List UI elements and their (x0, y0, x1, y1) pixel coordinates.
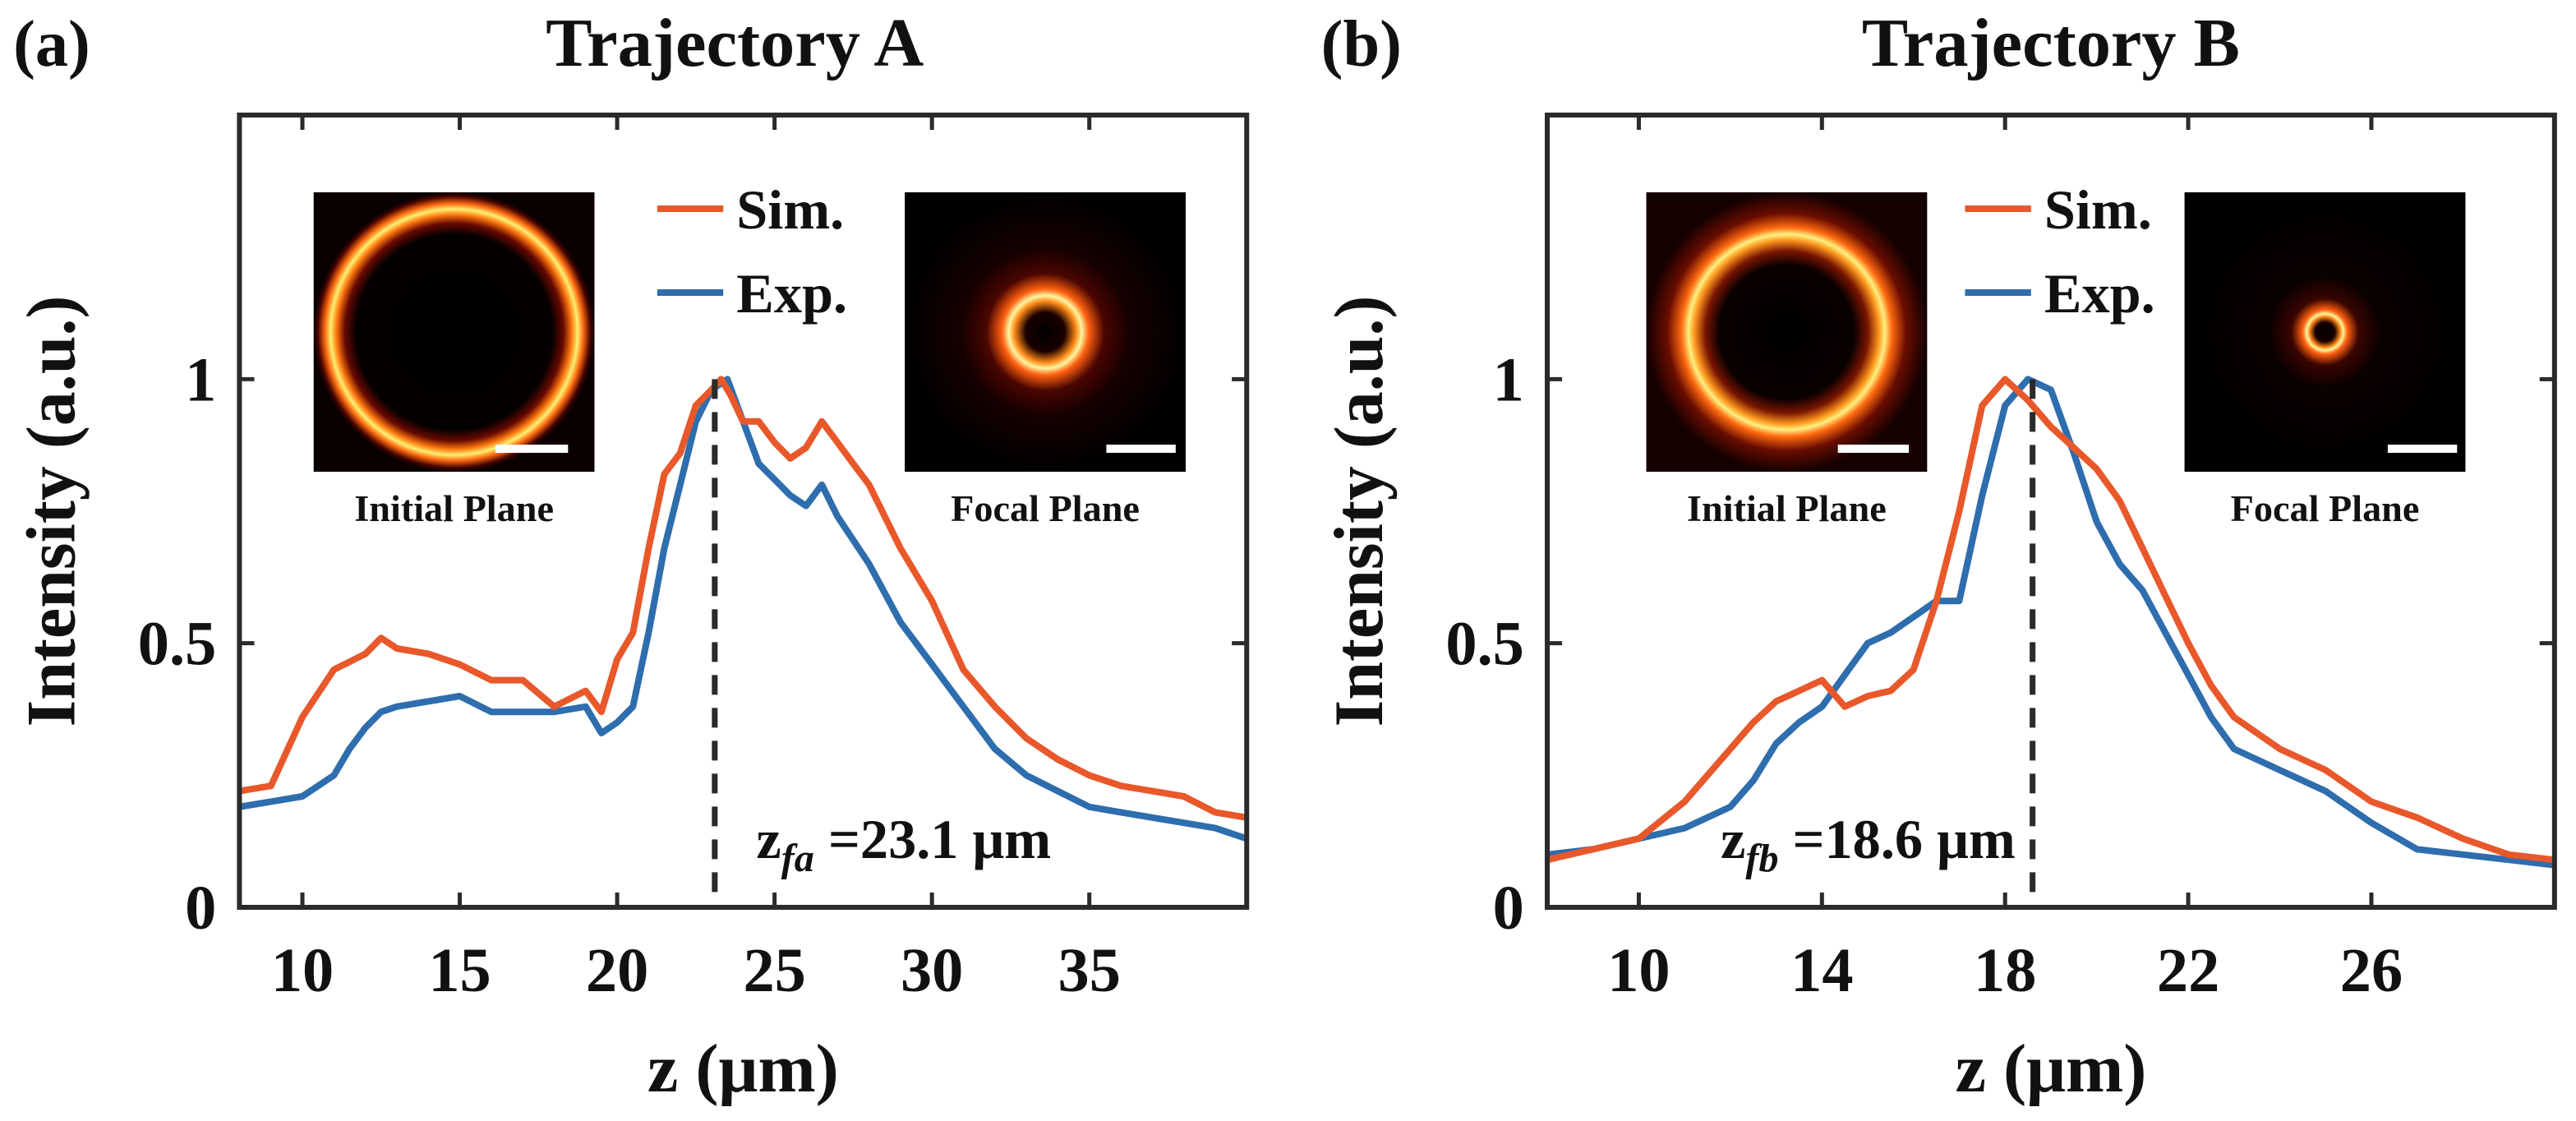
inset-caption: Focal Plane (951, 487, 1140, 529)
panel-label: (b) (1321, 8, 1402, 81)
x-axis-label: z (μm) (647, 1031, 839, 1107)
y-tick-label: 0.5 (1445, 610, 1523, 679)
chart-panel-b: (b) Trajectory B zfb =18.6 μm 10 14 18 22 26 0 0.… (1321, 5, 2557, 1107)
focal-marker-label: zfb =18.6 μm (1721, 808, 2016, 880)
inset-initial-plane: Initial Plane (1646, 192, 1928, 529)
chart-title: Trajectory A (546, 5, 924, 81)
y-axis-label: Intensity (a.u.) (13, 296, 90, 727)
x-tick-label: 30 (901, 936, 963, 1005)
y-axis-label: Intensity (a.u.) (1321, 296, 1398, 727)
x-tick-label: 22 (2157, 936, 2219, 1005)
x-tick-label: 10 (1607, 936, 1670, 1005)
legend-label-exp: Exp. (2044, 262, 2155, 325)
legend-label-sim: Sim. (2044, 178, 2152, 241)
ring-intensity (905, 192, 1186, 472)
ring-intensity (2184, 192, 2466, 472)
chart-title: Trajectory B (1862, 5, 2240, 81)
y-tick-label: 1 (185, 345, 216, 414)
y-tick-label: 0 (185, 874, 216, 943)
legend-label-exp: Exp. (736, 262, 847, 325)
ring-intensity (1646, 192, 1928, 472)
y-tick-label: 0.5 (138, 610, 216, 679)
x-tick-label: 26 (2340, 936, 2403, 1005)
series-group (239, 376, 1247, 842)
inset-focal-plane: Focal Plane (905, 192, 1186, 529)
ring-intensity (313, 192, 595, 472)
inset-caption: Focal Plane (2231, 487, 2420, 529)
inset-initial-plane: Initial Plane (313, 192, 595, 529)
axes-frame (1544, 113, 2557, 910)
x-tick-label: 10 (271, 936, 334, 1005)
legend-label-sim: Sim. (736, 178, 844, 241)
series-group (1546, 376, 2555, 869)
inset-focal-plane: Focal Plane (2184, 192, 2466, 529)
x-tick-label: 35 (1058, 936, 1121, 1005)
panel-label: (a) (13, 8, 90, 81)
x-tick-label: 14 (1790, 936, 1853, 1005)
inset-caption: Initial Plane (1687, 487, 1887, 529)
x-tick-label: 25 (743, 936, 805, 1005)
axes-frame (237, 113, 1250, 910)
x-tick-label: 18 (1974, 936, 2036, 1005)
series-line-sim (239, 376, 1247, 821)
x-tick-label: 15 (428, 936, 491, 1005)
series-line-sim (1546, 376, 2555, 864)
x-axis-label: z (μm) (1955, 1031, 2146, 1107)
y-tick-label: 0 (1493, 874, 1524, 943)
inset-caption: Initial Plane (354, 487, 554, 529)
x-tick-label: 20 (586, 936, 648, 1005)
y-tick-label: 1 (1493, 345, 1524, 414)
focal-marker-label: zfa =23.1 μm (756, 808, 1051, 880)
